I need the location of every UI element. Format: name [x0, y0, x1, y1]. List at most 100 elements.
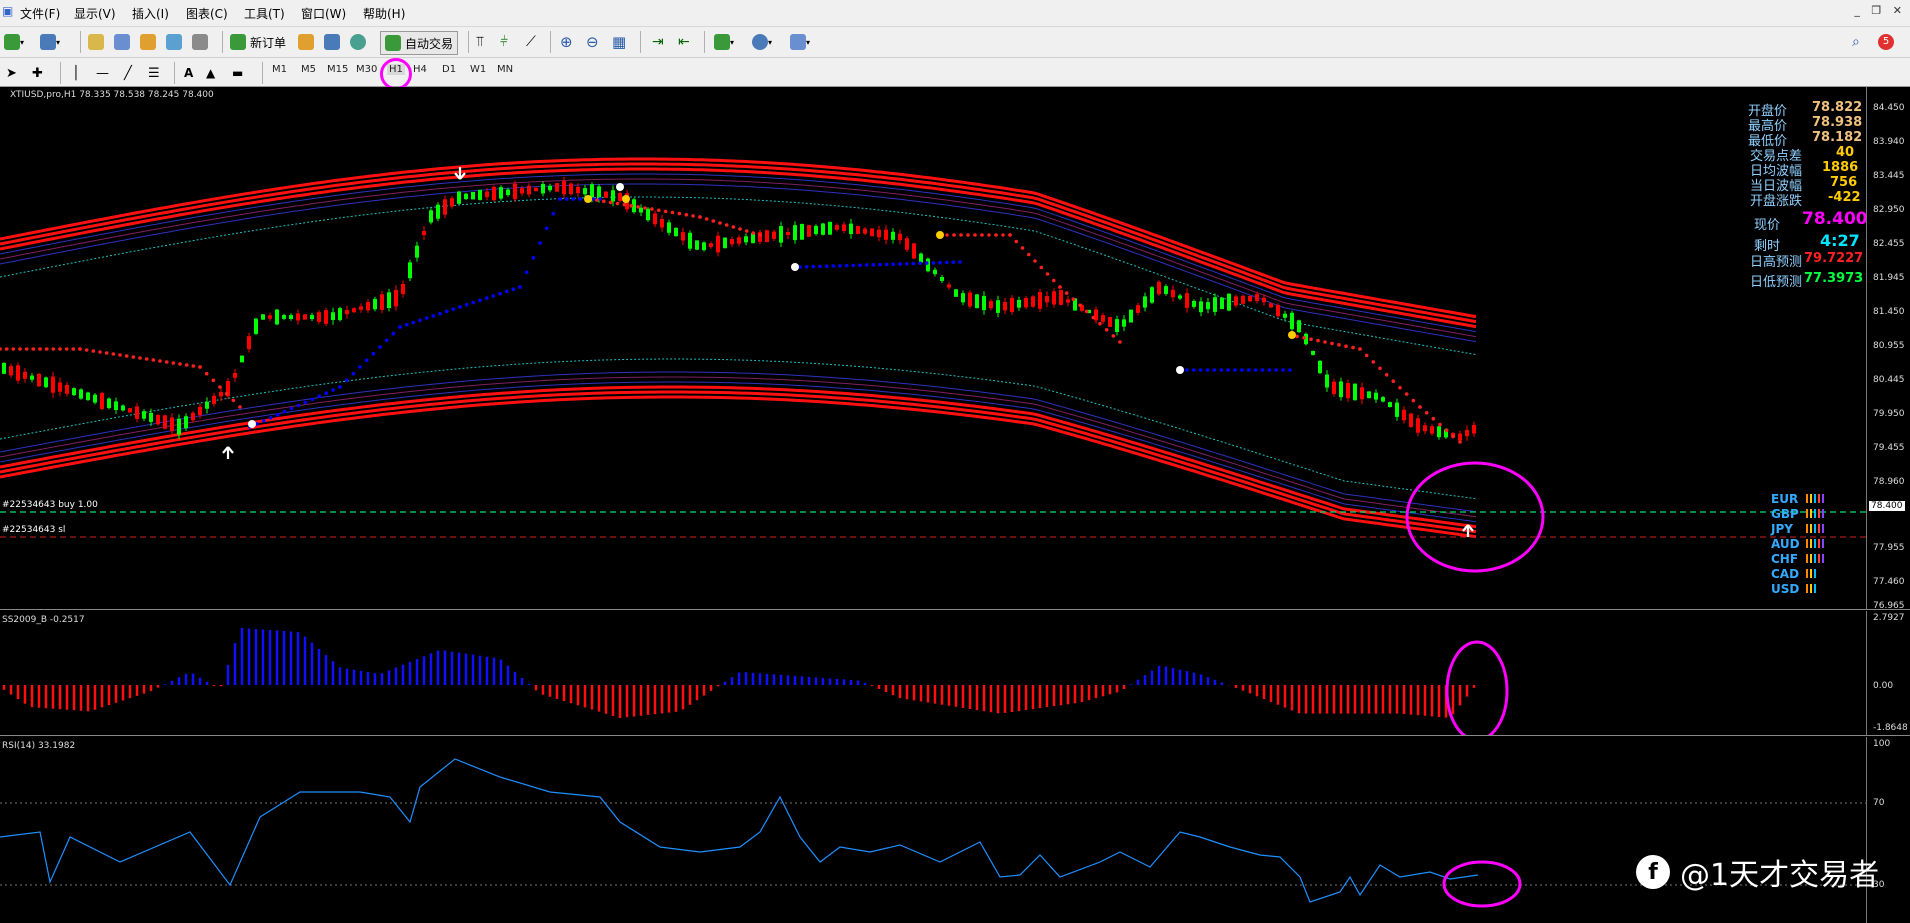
close-icon[interactable]: ✕ [1892, 4, 1902, 17]
candle-body [261, 314, 265, 320]
highlight-circle-rsi [1442, 860, 1522, 908]
menu-window[interactable]: 窗口(W) [301, 7, 347, 21]
stop-dot [204, 371, 209, 376]
stop-dot [118, 353, 122, 357]
new-order-button[interactable]: 新订单 [230, 31, 286, 53]
line-chart-button[interactable]: ⟋ [526, 31, 536, 53]
market-watch-button[interactable] [88, 31, 104, 53]
candle-body [583, 188, 587, 195]
menu-file[interactable]: 文件(F) [20, 7, 61, 21]
tester-button[interactable] [192, 31, 208, 53]
candle-body [37, 373, 41, 387]
candle-body [863, 228, 867, 234]
tf-w1[interactable]: W1 [470, 64, 487, 75]
candle-body [779, 226, 783, 243]
currency-aud: AUD [1771, 537, 1800, 551]
navigator-button[interactable] [140, 31, 156, 53]
stop-dot [411, 320, 416, 325]
candle-body [877, 229, 881, 238]
stop-dot [344, 378, 349, 383]
stop-dot [844, 263, 849, 268]
candle-body [982, 295, 986, 311]
profiles-button[interactable]: ▾ [40, 31, 60, 53]
rsi-pane[interactable]: RSI(14) 33.1982 [0, 737, 1866, 923]
pane-divider[interactable] [0, 735, 1910, 736]
channel-button[interactable]: ☰ [148, 62, 160, 84]
candle-body [968, 292, 972, 307]
currency-bar [1810, 554, 1812, 563]
stop-dot [677, 211, 682, 216]
stop-dot [351, 371, 356, 376]
autoscroll-button[interactable]: ⇥ [652, 31, 664, 53]
menu-tools[interactable]: 工具(T) [244, 7, 285, 21]
metaeditor-button[interactable] [298, 31, 314, 53]
menu-chart[interactable]: 图表(C) [186, 7, 228, 21]
templates-button[interactable]: ▾ [790, 31, 810, 53]
menu-help[interactable]: 帮助(H) [363, 7, 406, 21]
tf-h4[interactable]: H4 [413, 64, 427, 75]
bar-chart-button[interactable]: ⫪ [476, 31, 484, 53]
tf-m30[interactable]: M30 [356, 64, 378, 75]
periods-button[interactable]: ▾ [752, 31, 772, 53]
currency-bar [1814, 569, 1816, 578]
arrows-button[interactable]: ▲ [206, 62, 215, 84]
stop-dot [1033, 259, 1037, 263]
candle-body [338, 308, 342, 321]
candle-body [1339, 381, 1343, 398]
chart-shift-button[interactable]: ⇤ [678, 31, 690, 53]
indicator1-tick-zero: 0.00 [1873, 681, 1894, 691]
tf-m15[interactable]: M15 [327, 64, 349, 75]
trendline-button[interactable]: ╱ [124, 62, 132, 84]
zoom-in-icon: ⊕ [560, 33, 573, 51]
stop-dot [391, 331, 396, 336]
restore-icon[interactable]: ❐ [1871, 4, 1882, 17]
price-scale[interactable]: 84.450 83.940 83.445 82.950 82.455 81.945 81.4… [1866, 87, 1910, 611]
forecast-low-value: 77.3973 [1804, 271, 1864, 286]
candle-body [1311, 351, 1315, 355]
tf-d1[interactable]: D1 [442, 64, 457, 75]
minimize-icon[interactable]: _ [1854, 4, 1860, 17]
zoom-in-button[interactable]: ⊕ [560, 31, 573, 53]
label-button[interactable]: ▬ [232, 62, 243, 84]
horizontal-line-button[interactable]: — [96, 62, 109, 84]
stop-dot [564, 197, 569, 201]
info-label-day-range: 当日波幅 [1750, 179, 1803, 194]
candle-body [366, 302, 370, 311]
candle-body [1381, 397, 1385, 402]
candle-body [233, 373, 237, 378]
cursor-button[interactable]: ➤ [6, 62, 17, 84]
new-chart-button[interactable]: ▾ [4, 31, 24, 53]
zoom-out-button[interactable]: ⊖ [586, 31, 599, 53]
candle-body [954, 289, 958, 297]
vertical-line-button[interactable]: │ [72, 62, 80, 84]
stop-dot [1205, 368, 1210, 372]
stop-dot [317, 394, 322, 399]
tf-m5[interactable]: M5 [301, 64, 316, 75]
market-button[interactable] [350, 31, 366, 53]
main-chart[interactable]: XTIUSD,pro,H1 78.335 78.538 78.245 78.40… [0, 87, 1868, 609]
data-window-button[interactable] [114, 31, 130, 53]
candlesticks [2, 176, 1476, 444]
tf-mn[interactable]: MN [497, 64, 514, 75]
search-button[interactable]: ⌕ [1852, 31, 1860, 53]
auto-trade-button[interactable]: 自动交易 [380, 31, 459, 55]
candle-body [849, 223, 853, 234]
tile-windows-button[interactable]: ▦ [612, 31, 626, 53]
candle-body [681, 232, 685, 241]
alerts-button[interactable]: 5 [1878, 31, 1894, 53]
menu-insert[interactable]: 插入(I) [132, 7, 169, 21]
candle-chart-button[interactable]: ⫩ [500, 31, 508, 53]
tf-m1[interactable]: M1 [272, 64, 287, 75]
menu-view[interactable]: 显示(V) [74, 7, 116, 21]
crosshair-button[interactable]: ✚ [32, 62, 43, 84]
signals-button[interactable] [324, 31, 340, 53]
text-button[interactable]: A [184, 62, 193, 84]
stop-dot [838, 264, 842, 268]
pane-divider[interactable] [0, 609, 1910, 610]
ss2009-pane[interactable]: SS2009_B -0.2517 [0, 611, 1866, 735]
indicators-button[interactable]: ▾ [714, 31, 734, 53]
candle-body [520, 188, 524, 194]
menu-bar: ▣ 文件(F) 显示(V) 插入(I) 图表(C) 工具(T) 窗口(W) 帮助… [0, 0, 1910, 27]
price-tick: 83.940 [1873, 137, 1905, 147]
terminal-button[interactable] [166, 31, 182, 53]
